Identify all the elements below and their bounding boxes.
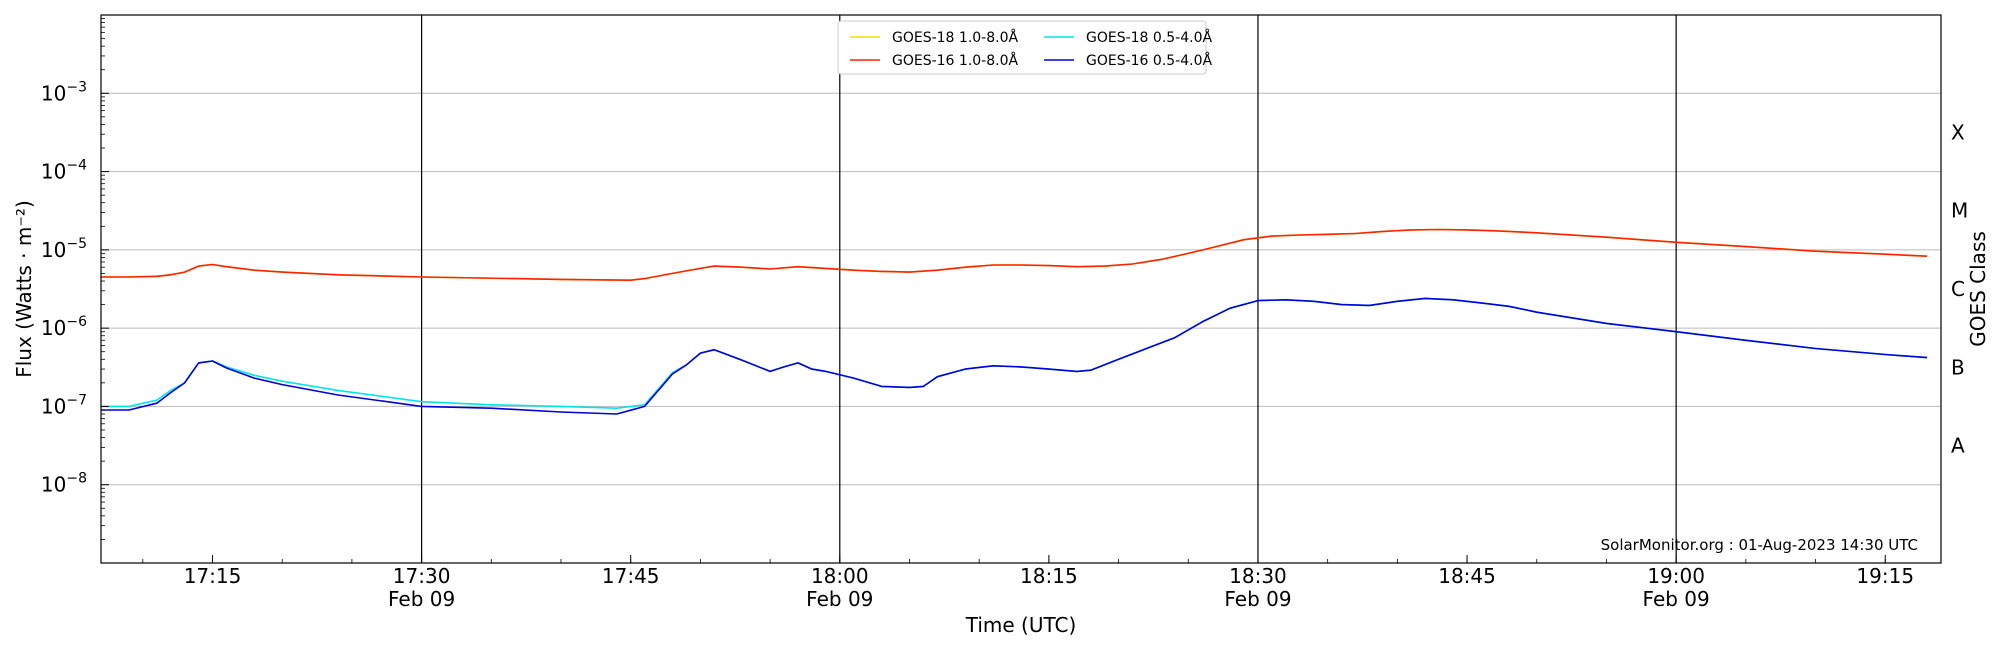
x-tick-date-label: Feb 09 xyxy=(1224,587,1291,611)
y-tick-label: 10−5 xyxy=(41,236,87,262)
x-tick-label: 17:30 xyxy=(393,564,451,588)
x-tick-date-label: Feb 09 xyxy=(388,587,455,611)
goes-class-label: X xyxy=(1951,120,1965,144)
date-marker-lines xyxy=(421,15,1677,563)
goes-class-labels: A B C M X xyxy=(1951,120,1968,457)
goes-class-label: M xyxy=(1951,199,1968,223)
goes-class-label: C xyxy=(1951,277,1965,301)
series-line xyxy=(101,297,1928,410)
series-line xyxy=(101,228,1928,282)
x-tick-label: 18:30 xyxy=(1229,564,1287,588)
y-tick-label: 10−3 xyxy=(41,79,87,105)
x-tick-date-label: Feb 09 xyxy=(806,587,873,611)
y-axis-ticks: 10−8 10−7 10−6 10−5 10−4 10−3 xyxy=(41,18,109,540)
y-tick-label: 10−8 xyxy=(41,471,87,497)
goes-class-label: B xyxy=(1951,355,1965,379)
series-line xyxy=(101,297,1928,415)
legend-box xyxy=(837,20,1207,75)
y-tick-label: 10−7 xyxy=(41,392,87,418)
y-tick-label: 10−6 xyxy=(41,314,87,340)
goes-class-label: A xyxy=(1951,434,1965,458)
x-tick-label: 18:45 xyxy=(1438,564,1496,588)
gridlines xyxy=(101,92,1941,486)
y-tick-label: 10−4 xyxy=(41,158,87,184)
legend-label: GOES-16 1.0-8.0Å xyxy=(892,52,1018,69)
x-tick-label: 17:45 xyxy=(602,564,660,588)
right-axis-title: GOES Class xyxy=(1966,231,1990,347)
series-lines xyxy=(101,228,1928,415)
legend-label: GOES-18 0.5-4.0Å xyxy=(1086,29,1212,46)
x-tick-date-label: Feb 09 xyxy=(1643,587,1710,611)
legend: GOES-18 1.0-8.0Å GOES-16 1.0-8.0Å GOES-18 … xyxy=(837,20,1212,75)
x-tick-label: 19:00 xyxy=(1647,564,1705,588)
x-tick-label: 17:15 xyxy=(184,564,242,588)
legend-label: GOES-16 0.5-4.0Å xyxy=(1086,52,1212,69)
plot-frame xyxy=(100,14,1942,564)
x-axis-title: Time (UTC) xyxy=(965,613,1077,637)
y-axis-title: Flux (Watts · m⁻²) xyxy=(12,200,36,378)
credit-text: SolarMonitor.org : 01-Aug-2023 14:30 UTC xyxy=(1601,536,1918,554)
legend-label: GOES-18 1.0-8.0Å xyxy=(892,29,1018,46)
x-tick-label: 18:15 xyxy=(1020,564,1078,588)
x-tick-label: 19:15 xyxy=(1856,564,1914,588)
series-line xyxy=(101,228,1928,282)
x-tick-label: 18:00 xyxy=(811,564,869,588)
